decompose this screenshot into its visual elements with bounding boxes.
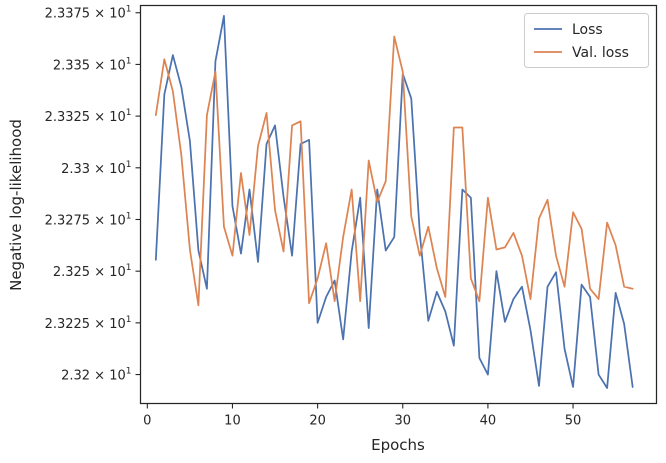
y-tick-label: 2.335 × 101 [53, 56, 132, 73]
plot-lines [154, 14, 634, 389]
legend: Loss Val. loss [524, 13, 649, 68]
x-tick-label: 0 [143, 414, 151, 429]
x-tick-label: 50 [565, 414, 582, 429]
y-tick-label: 2.3325 × 101 [45, 108, 132, 125]
legend-label-val-loss: Val. loss [572, 45, 629, 61]
x-tick-label: 40 [480, 414, 497, 429]
y-tick-label: 2.3275 × 101 [45, 211, 132, 228]
y-axis-label: Negative log-likelihood [7, 119, 25, 291]
y-tick-label: 2.33 × 101 [61, 160, 131, 177]
x-tick-label: 30 [394, 414, 411, 429]
x-axis-label: Epochs [371, 436, 425, 454]
y-tick-label: 2.32 × 101 [61, 367, 131, 384]
y-tick-label: 2.325 × 101 [53, 263, 132, 280]
legend-box [524, 13, 649, 68]
legend-label-loss: Loss [572, 22, 603, 38]
series-line-val-loss [154, 35, 634, 307]
y-axis: 2.32 × 101 2.3225 × 101 2.325 × 101 2.3275 … [45, 5, 141, 384]
y-tick-label: 2.3225 × 101 [45, 315, 132, 332]
x-tick-label: 20 [309, 414, 326, 429]
y-tick-label: 2.3375 × 101 [45, 5, 132, 22]
series-line-loss [154, 14, 634, 389]
x-tick-label: 10 [224, 414, 241, 429]
plot-frame [139, 4, 658, 405]
x-axis: 0 10 20 30 40 50 [143, 403, 582, 429]
